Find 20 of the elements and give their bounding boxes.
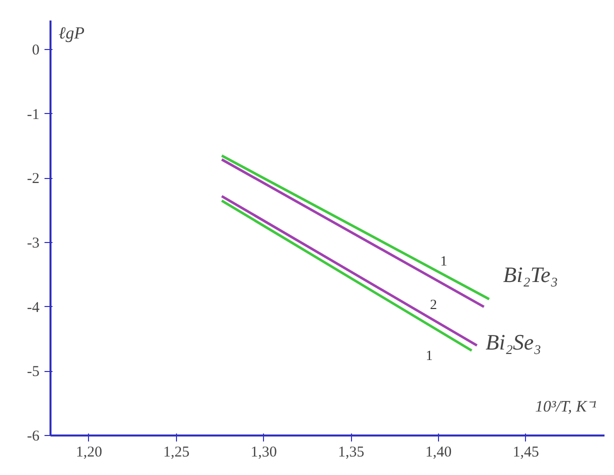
annotation: Bi₂Se₃: [486, 330, 542, 355]
y-tick-label: -4: [27, 300, 40, 316]
x-tick-label: 1,35: [338, 444, 364, 460]
annotation: Bi₂Te₃: [503, 262, 558, 288]
x-tick-label: 1,40: [425, 444, 452, 460]
annotation: 2: [430, 298, 438, 314]
x-tick-label: 1,45: [512, 444, 539, 460]
x-tick-label: 1,20: [76, 444, 102, 460]
y-tick-label: 0: [32, 42, 40, 58]
x-axis-title: 10³/T, K⁻¹: [535, 398, 597, 416]
x-tick-label: 1,30: [250, 444, 277, 460]
annotation: 1: [440, 254, 448, 270]
x-tick-label: 1,25: [163, 444, 190, 460]
y-tick-label: -2: [27, 171, 40, 188]
y-tick-label: -6: [27, 428, 40, 444]
y-tick-label: -5: [27, 364, 40, 380]
y-tick-label: -1: [27, 106, 40, 123]
annotation: 1: [426, 349, 433, 364]
y-axis-title: ℓgP: [58, 24, 84, 42]
y-tick-label: -3: [27, 235, 40, 252]
